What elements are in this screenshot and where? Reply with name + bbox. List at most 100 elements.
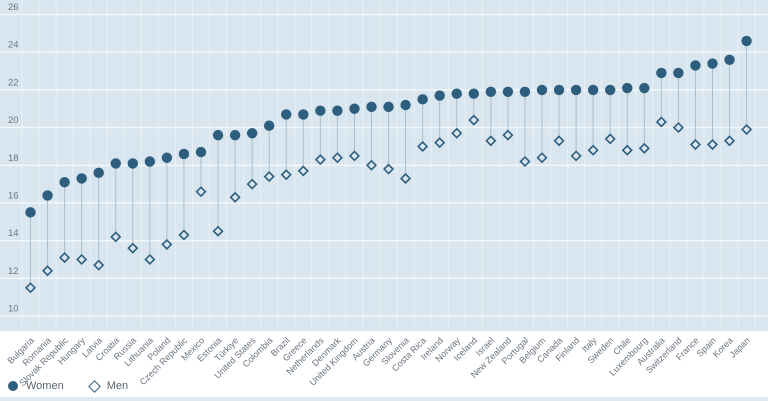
women-data-point[interactable] xyxy=(59,177,70,188)
women-data-point[interactable] xyxy=(366,101,377,113)
women-data-point[interactable] xyxy=(553,84,565,96)
men-data-point[interactable] xyxy=(502,129,514,141)
women-data-point[interactable] xyxy=(519,86,531,98)
men-data-point[interactable] xyxy=(161,238,173,250)
men-data-point[interactable] xyxy=(144,253,156,266)
women-data-point[interactable] xyxy=(639,82,650,94)
women-data-point[interactable] xyxy=(246,128,258,139)
men-marker-icon xyxy=(87,379,101,393)
women-data-point[interactable] xyxy=(212,129,224,141)
y-tick-label: 22 xyxy=(8,77,19,88)
men-data-point[interactable] xyxy=(297,165,309,177)
women-data-point[interactable] xyxy=(229,129,241,141)
women-data-point[interactable] xyxy=(264,120,275,131)
legend-label-women: Women xyxy=(26,380,64,392)
men-data-point[interactable] xyxy=(24,282,37,294)
men-data-point[interactable] xyxy=(724,135,736,147)
women-data-point[interactable] xyxy=(332,105,343,116)
men-data-point[interactable] xyxy=(178,229,190,241)
women-data-point[interactable] xyxy=(690,60,701,71)
women-data-point[interactable] xyxy=(587,84,599,96)
y-tick-label: 26 xyxy=(8,2,19,13)
men-data-point[interactable] xyxy=(655,116,667,128)
men-data-point[interactable] xyxy=(212,225,224,237)
women-data-point[interactable] xyxy=(298,109,309,120)
women-data-point[interactable] xyxy=(315,105,326,116)
men-data-point[interactable] xyxy=(485,135,497,147)
men-data-point[interactable] xyxy=(570,150,582,162)
men-data-point[interactable] xyxy=(400,172,412,184)
men-data-point[interactable] xyxy=(263,171,275,183)
women-data-point[interactable] xyxy=(383,101,394,113)
men-data-point[interactable] xyxy=(110,231,122,243)
women-data-point[interactable] xyxy=(536,84,548,96)
women-data-point[interactable] xyxy=(144,156,156,167)
women-data-point[interactable] xyxy=(741,35,752,47)
women-data-point[interactable] xyxy=(110,158,121,169)
women-data-point[interactable] xyxy=(42,190,53,201)
women-data-point[interactable] xyxy=(195,146,207,158)
women-data-point[interactable] xyxy=(161,152,173,163)
women-data-point[interactable] xyxy=(434,90,445,101)
men-data-point[interactable] xyxy=(314,154,326,166)
men-data-point[interactable] xyxy=(468,114,480,126)
chart-legend: Women Men xyxy=(8,379,129,393)
men-data-point[interactable] xyxy=(348,150,360,162)
men-data-point[interactable] xyxy=(638,142,650,154)
men-data-point[interactable] xyxy=(434,137,446,149)
men-data-point[interactable] xyxy=(587,144,599,156)
women-data-point[interactable] xyxy=(485,86,497,98)
men-data-point[interactable] xyxy=(553,135,565,147)
men-data-point[interactable] xyxy=(519,155,531,168)
women-data-point[interactable] xyxy=(656,67,667,79)
men-data-point[interactable] xyxy=(331,152,343,164)
men-data-point[interactable] xyxy=(42,265,54,277)
women-data-point[interactable] xyxy=(93,167,104,179)
men-data-point[interactable] xyxy=(706,139,719,151)
men-data-point[interactable] xyxy=(246,178,258,190)
legend-item-women[interactable]: Women xyxy=(8,380,64,392)
women-data-point[interactable] xyxy=(400,99,411,111)
men-data-point[interactable] xyxy=(604,133,616,145)
men-data-point[interactable] xyxy=(451,127,463,139)
y-tick-label: 12 xyxy=(8,266,19,277)
men-data-point[interactable] xyxy=(621,144,633,156)
men-data-point[interactable] xyxy=(93,259,105,271)
men-data-point[interactable] xyxy=(365,159,378,171)
men-data-point[interactable] xyxy=(127,242,139,254)
women-data-point[interactable] xyxy=(622,82,633,94)
women-data-point[interactable] xyxy=(127,158,138,169)
men-data-point[interactable] xyxy=(229,191,241,203)
women-data-point[interactable] xyxy=(502,86,514,98)
men-data-point[interactable] xyxy=(741,123,753,136)
women-data-point[interactable] xyxy=(417,94,428,105)
women-data-point[interactable] xyxy=(707,58,718,69)
y-tick-label: 18 xyxy=(8,153,19,164)
men-data-point[interactable] xyxy=(689,139,701,151)
men-data-point[interactable] xyxy=(76,253,88,266)
men-data-point[interactable] xyxy=(536,152,548,164)
y-tick-label: 20 xyxy=(8,115,19,126)
men-data-point[interactable] xyxy=(383,163,395,175)
men-data-point[interactable] xyxy=(672,122,684,134)
women-data-point[interactable] xyxy=(76,173,87,184)
women-data-point[interactable] xyxy=(570,84,582,96)
women-data-point[interactable] xyxy=(605,84,616,96)
women-data-point[interactable] xyxy=(25,207,36,218)
women-data-point[interactable] xyxy=(468,88,479,99)
legend-label-men: Men xyxy=(106,380,129,392)
women-data-point[interactable] xyxy=(673,67,684,79)
women-data-point[interactable] xyxy=(178,148,190,160)
women-data-point[interactable] xyxy=(281,109,292,120)
women-data-point[interactable] xyxy=(349,103,360,114)
women-data-point[interactable] xyxy=(451,88,462,99)
legend-item-men[interactable]: Men xyxy=(87,379,129,393)
bottom-edge-strip xyxy=(0,397,768,401)
women-data-point[interactable] xyxy=(724,54,735,65)
men-data-point[interactable] xyxy=(59,252,71,264)
men-data-point[interactable] xyxy=(195,186,207,198)
men-data-point[interactable] xyxy=(280,169,292,181)
y-tick-label: 14 xyxy=(8,228,19,239)
men-data-point[interactable] xyxy=(417,140,429,152)
